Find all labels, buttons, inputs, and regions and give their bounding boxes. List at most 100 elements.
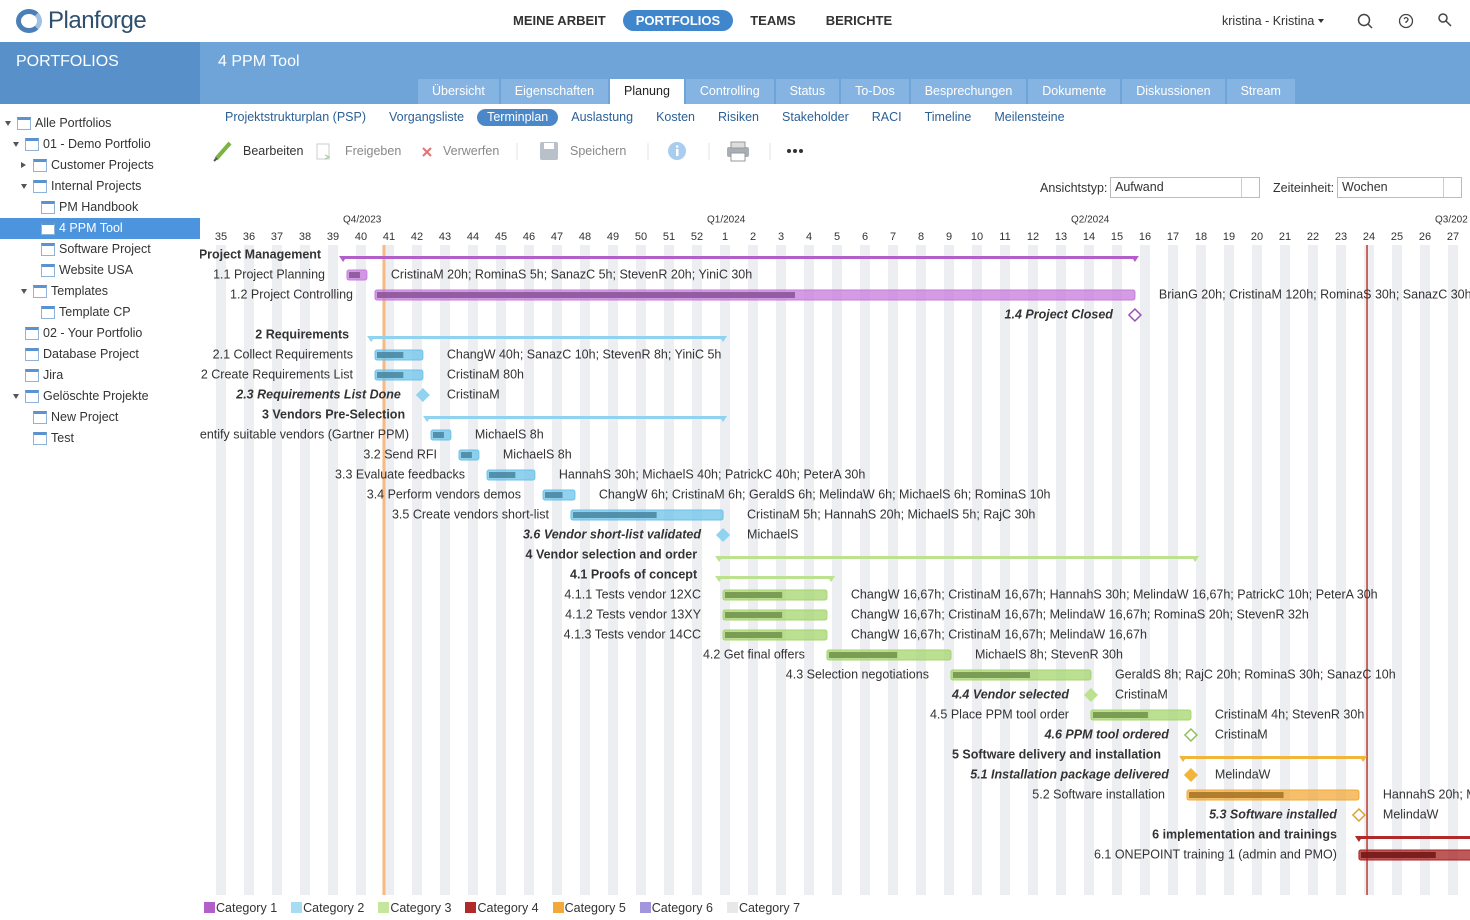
tree-label[interactable]: Jira (43, 368, 64, 382)
subtab[interactable]: Stakeholder (782, 110, 849, 124)
tree-row[interactable]: 4 PPM Tool (0, 218, 200, 239)
tree-row[interactable]: 01 - Demo Portfolio (0, 134, 200, 155)
help-icon[interactable] (1398, 13, 1414, 29)
milestone (1351, 807, 1366, 823)
tree-label[interactable]: 01 - Demo Portfolio (43, 137, 151, 151)
logo-icon (16, 9, 42, 33)
subtab[interactable]: RACI (871, 110, 902, 124)
tree-row[interactable]: Internal Projects (0, 176, 200, 197)
info-icon[interactable] (668, 142, 686, 160)
week-stripe (300, 245, 310, 895)
legend-item: Category 5 (552, 901, 626, 915)
subtab[interactable]: Auslastung (571, 110, 634, 124)
nav-item[interactable]: MEINE ARBEIT (513, 13, 606, 28)
tree-toggle[interactable] (13, 142, 19, 147)
subtab[interactable]: Risiken (718, 110, 760, 124)
tree-label[interactable]: Customer Projects (51, 158, 154, 172)
tab[interactable]: Diskussionen (1122, 79, 1225, 104)
nav-item[interactable]: BERICHTE (825, 13, 893, 28)
tree-toggle[interactable] (21, 162, 26, 168)
task-label: 4.3 Selection negotiations (786, 667, 929, 681)
tab[interactable]: Übersicht (418, 79, 499, 104)
legend-label: Category 4 (477, 901, 539, 915)
tree-label[interactable]: Website USA (59, 263, 134, 277)
tab[interactable]: Besprechungen (910, 79, 1027, 104)
tree-row[interactable]: Customer Projects (0, 155, 200, 176)
time-unit-select[interactable]: Wochen (1337, 177, 1462, 198)
task-bar-core (1092, 712, 1148, 718)
tab[interactable]: Status (775, 79, 840, 104)
subtab[interactable]: Vorgangsliste (389, 110, 465, 124)
print-icon[interactable] (727, 141, 749, 162)
toolbar-button[interactable]: Bearbeiten (243, 144, 304, 158)
subtab[interactable]: Meilensteine (994, 110, 1065, 124)
tree-row[interactable]: Test (0, 428, 200, 449)
tree-icon (25, 327, 39, 340)
task-resources: BrianG 20h; CristinaM 120h; RominaS 30h;… (1159, 287, 1470, 301)
tree-row[interactable]: Database Project (0, 344, 200, 365)
tab[interactable]: Eigenschaften (500, 79, 609, 104)
tree-label[interactable]: Gelöschte Projekte (43, 389, 149, 403)
tree-toggle[interactable] (21, 184, 27, 189)
tree-label[interactable]: Internal Projects (51, 179, 142, 193)
week-stripe (1112, 245, 1122, 895)
tree-label[interactable]: Software Project (59, 242, 151, 256)
tree-label[interactable]: New Project (51, 410, 119, 424)
tree-label[interactable]: Database Project (43, 347, 139, 361)
week-stripe (1280, 245, 1290, 895)
tree-label[interactable]: Templates (51, 284, 108, 298)
week-stripe (888, 245, 898, 895)
task-resources: ChangW 16,67h; CristinaM 16,67h; Melinda… (851, 627, 1147, 641)
tree-label[interactable]: 4 PPM Tool (59, 221, 123, 235)
tree-row[interactable]: Templates (0, 281, 200, 302)
tree-toggle[interactable] (5, 121, 11, 126)
subtab[interactable]: Timeline (924, 110, 972, 124)
tree-label[interactable]: Test (51, 431, 74, 445)
legend-swatch (291, 902, 303, 913)
view-type-select[interactable]: Aufwand (1110, 177, 1260, 198)
task-resources: CristinaM 80h (447, 367, 524, 381)
toolbar-button[interactable]: Verwerfen (443, 144, 500, 158)
tree-row[interactable]: Website USA (0, 260, 200, 281)
settings-icon[interactable] (1438, 13, 1452, 27)
task-resources: CristinaM 4h; StevenR 30h (1215, 707, 1364, 721)
tree-toggle[interactable] (13, 394, 19, 399)
tree-icon (41, 243, 55, 256)
tree-row[interactable]: PM Handbook (0, 197, 200, 218)
tree-row[interactable]: Gelöschte Projekte (0, 386, 200, 407)
subtab[interactable]: Kosten (656, 110, 696, 124)
tab[interactable]: Stream (1226, 79, 1295, 104)
tab[interactable]: Dokumente (1028, 79, 1121, 104)
legend-label: Category 3 (390, 901, 452, 915)
week-label: 9 (946, 231, 952, 243)
user-caret (1317, 19, 1324, 23)
tab[interactable]: Planung (610, 79, 684, 104)
tab[interactable]: To-Dos (841, 79, 909, 104)
tree-row[interactable]: Alle Portfolios (0, 113, 200, 134)
user-menu[interactable]: kristina - Kristina (1222, 14, 1324, 28)
tab[interactable]: Controlling (685, 79, 774, 104)
main-nav: MEINE ARBEIT PORTFOLIOS TEAMS BERICHTE (500, 10, 905, 31)
tree-label[interactable]: PM Handbook (59, 200, 139, 214)
toolbar-button[interactable]: Speichern (570, 144, 627, 158)
user-name[interactable]: kristina - Kristina (1222, 14, 1315, 28)
subtab[interactable]: Terminplan (477, 109, 559, 126)
toolbar-button[interactable]: Freigeben (345, 144, 402, 158)
tree-row[interactable]: New Project (0, 407, 200, 428)
tree-row[interactable]: Software Project (0, 239, 200, 260)
tree-row[interactable]: 02 - Your Portfolio (0, 323, 200, 344)
nav-item[interactable]: TEAMS (750, 13, 796, 28)
tree-label[interactable]: Alle Portfolios (35, 116, 112, 130)
task-label: dentify suitable vendors (Gartner PPM) (200, 427, 409, 441)
task-label: 5.3 Software installed (1209, 807, 1337, 821)
search-icon[interactable] (1357, 13, 1373, 29)
tree-row[interactable]: Template CP (0, 302, 200, 323)
tree-row[interactable]: Jira (0, 365, 200, 386)
tree-label[interactable]: Template CP (59, 305, 131, 319)
nav-item[interactable]: PORTFOLIOS (622, 10, 734, 31)
subtab[interactable]: Projektstrukturplan (PSP) (225, 110, 367, 124)
more-icon[interactable] (787, 149, 803, 153)
task-label: 3 Vendors Pre-Selection (262, 407, 405, 421)
tree-toggle[interactable] (21, 289, 27, 294)
tree-label[interactable]: 02 - Your Portfolio (43, 326, 143, 340)
